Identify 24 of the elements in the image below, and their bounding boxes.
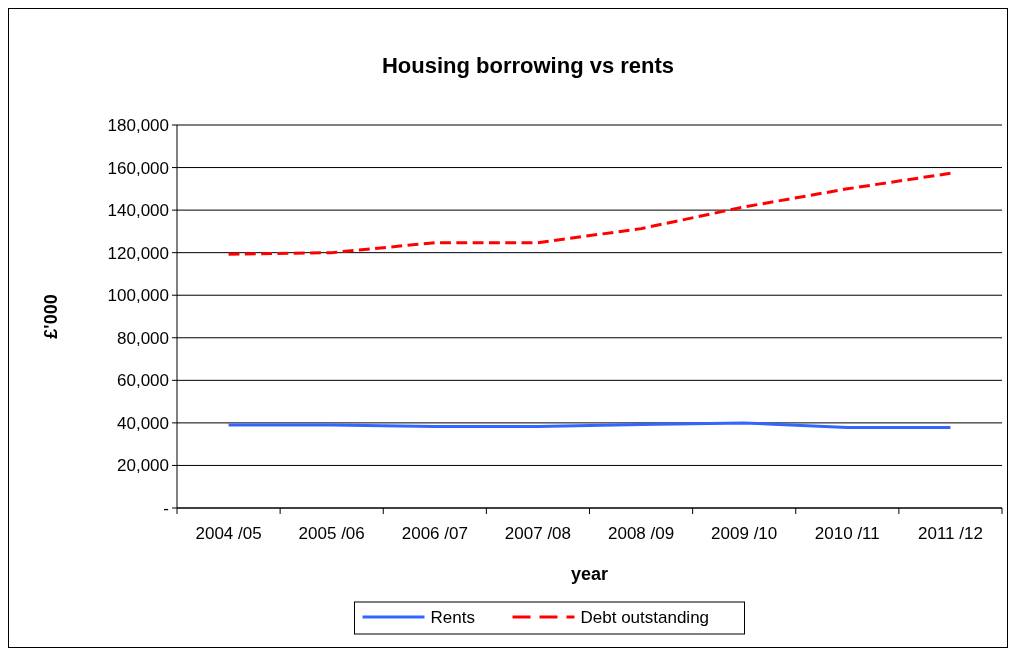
x-tick-label: 2006 /07 — [401, 524, 468, 543]
line-series — [227, 171, 952, 256]
y-tick-label: - — [163, 498, 169, 518]
y-tick-label: 100,000 — [107, 286, 169, 306]
x-axis-title: year — [570, 564, 609, 584]
y-tick-label: 80,000 — [117, 328, 169, 348]
y-tick-label: 20,000 — [117, 456, 169, 476]
x-tick-label: 2010 /11 — [814, 524, 880, 543]
y-tick-label: 160,000 — [107, 158, 169, 178]
x-tick-label: 2005 /06 — [298, 524, 365, 543]
x-tick-label: 2007 /08 — [504, 524, 572, 543]
y-tick-label: 140,000 — [107, 201, 169, 221]
x-tick-label: 2009 /10 — [711, 524, 778, 543]
x-tick-label: 2008 /09 — [607, 524, 675, 543]
chart-title: Housing borrowing vs rents — [381, 53, 675, 78]
x-tick-label: 2011 /12 — [917, 524, 983, 543]
y-tick-label: 60,000 — [117, 371, 169, 391]
y-tick-label: 180,000 — [107, 115, 169, 135]
y-tick-label: 120,000 — [107, 243, 169, 263]
legend-label: Rents — [430, 607, 475, 627]
x-tick-label: 2004 /05 — [195, 524, 262, 543]
y-tick-label: 40,000 — [117, 413, 169, 433]
y-axis-title: £'000 — [41, 294, 61, 339]
legend-label: Debt outstanding — [580, 607, 710, 627]
